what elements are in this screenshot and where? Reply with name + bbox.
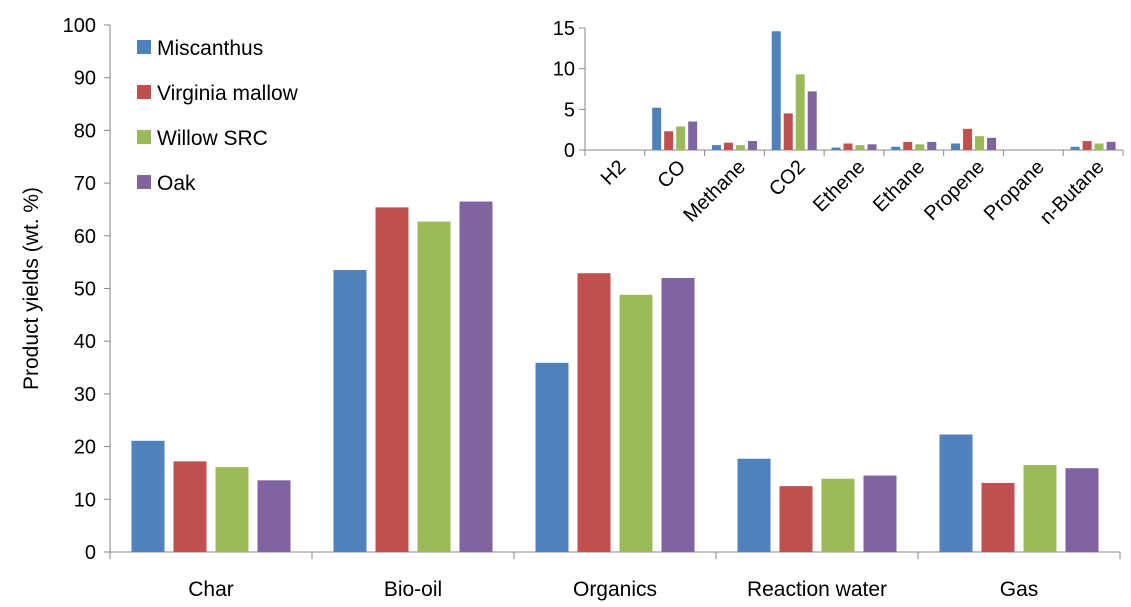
main-y-tick-label: 10 (74, 489, 96, 511)
main-y-tick-label: 40 (74, 331, 96, 353)
main-y-axis-label: Product yields (wt. %) (20, 187, 43, 390)
legend-label-miscanthus: Miscanthus (157, 37, 263, 60)
bar-organics-miscanthus (535, 362, 569, 552)
bar-reaction-water-miscanthus (737, 458, 771, 552)
main-y-tick-label: 50 (74, 279, 96, 301)
main-x-tick-label-organics: Organics (573, 578, 657, 601)
main-y-tick-label: 0 (85, 542, 96, 564)
main-y-tick-label: 80 (74, 120, 96, 142)
inset-bar-co2-virginia-mallow (783, 113, 793, 150)
inset-bar-co-miscanthus (652, 107, 662, 150)
bar-char-miscanthus (131, 440, 165, 552)
inset-y-tick-label: 10 (553, 59, 575, 81)
main-y-tick-label: 90 (74, 68, 96, 90)
inset-bar-ethane-willow-src (915, 144, 925, 150)
main-x-tick-label-reaction-water: Reaction water (747, 578, 887, 601)
inset-bar-co-virginia-mallow (664, 131, 674, 150)
bar-organics-willow-src (619, 294, 653, 552)
inset-bar-co-oak (688, 121, 698, 150)
inset-x-tick-label-ethene: Ethene (809, 156, 869, 216)
inset-bar-ethane-oak (927, 141, 937, 150)
bar-organics-virginia-mallow (577, 273, 611, 552)
inset-bar-ethane-miscanthus (891, 146, 901, 150)
inset-x-tick-label-ethane: Ethane (869, 156, 929, 216)
inset-bar-propene-virginia-mallow (963, 128, 973, 150)
legend-label-willow-src: Willow SRC (157, 127, 268, 150)
inset-bar-n-butane-oak (1106, 141, 1116, 150)
bar-reaction-water-oak (863, 475, 897, 552)
bar-char-oak (257, 480, 291, 552)
inset-bar-ethane-virginia-mallow (903, 141, 913, 150)
inset-bar-propene-miscanthus (951, 143, 961, 150)
inset-bar-n-butane-virginia-mallow (1082, 141, 1092, 150)
bar-gas-oak (1065, 468, 1099, 552)
inset-bar-ethene-oak (867, 144, 877, 150)
inset-bar-ethene-willow-src (855, 145, 865, 150)
inset-bar-co-willow-src (676, 126, 686, 150)
inset-y-tick-label: 15 (553, 18, 575, 40)
bar-gas-miscanthus (939, 434, 973, 552)
main-y-tick-label: 30 (74, 384, 96, 406)
legend-swatch-oak (137, 175, 151, 189)
inset-bar-methane-willow-src (735, 145, 745, 150)
main-x-tick-label-char: Char (188, 578, 234, 601)
bar-char-virginia-mallow (173, 461, 207, 552)
inset-x-tick-label-methane: Methane (679, 156, 750, 227)
inset-bar-propene-willow-src (975, 136, 985, 150)
inset-x-tick-label-co: CO (653, 156, 690, 193)
bar-organics-oak (661, 277, 695, 552)
bar-gas-willow-src (1023, 465, 1057, 552)
inset-y-tick-label: 0 (564, 140, 575, 162)
inset-bar-co2-oak (807, 91, 817, 150)
inset-x-tick-label-propene: Propene (920, 156, 989, 225)
bar-char-willow-src (215, 467, 249, 552)
inset-bar-co2-willow-src (795, 74, 805, 150)
legend-swatch-miscanthus (137, 40, 151, 54)
inset-bar-methane-virginia-mallow (723, 142, 733, 150)
legend-swatch-virginia-mallow (137, 85, 151, 99)
main-y-tick-label: 20 (74, 437, 96, 459)
bar-reaction-water-willow-src (821, 478, 855, 552)
inset-bar-ethene-miscanthus (831, 147, 841, 150)
bar-bio-oil-willow-src (417, 221, 451, 553)
bar-bio-oil-oak (459, 201, 493, 553)
main-y-tick-label: 60 (74, 226, 96, 248)
inset-bar-ethene-virginia-mallow (843, 143, 853, 150)
inset-x-tick-label-n-butane: n-Butane (1036, 156, 1109, 229)
main-x-tick-label-gas: Gas (1000, 578, 1039, 601)
main-x-tick-label-bio-oil: Bio-oil (384, 578, 442, 601)
legend-swatch-willow-src (137, 130, 151, 144)
bar-bio-oil-virginia-mallow (375, 207, 409, 553)
inset-bar-n-butane-willow-src (1094, 143, 1104, 150)
bar-reaction-water-virginia-mallow (779, 486, 813, 552)
inset-bar-co2-miscanthus (771, 31, 781, 150)
main-y-tick-label: 70 (74, 173, 96, 195)
legend-label-oak: Oak (157, 172, 196, 195)
inset-bar-methane-miscanthus (711, 145, 721, 150)
inset-bar-n-butane-miscanthus (1070, 146, 1080, 150)
bar-gas-virginia-mallow (981, 482, 1015, 552)
inset-bar-propene-oak (987, 137, 997, 150)
inset-x-tick-label-h2: H2 (597, 156, 631, 190)
inset-bar-methane-oak (747, 141, 757, 150)
legend-label-virginia-mallow: Virginia mallow (157, 82, 299, 105)
main-y-tick-label: 100 (63, 15, 96, 37)
inset-y-tick-label: 5 (564, 99, 575, 121)
bar-bio-oil-miscanthus (333, 270, 367, 552)
inset-x-tick-label-co2: CO2 (765, 156, 810, 201)
